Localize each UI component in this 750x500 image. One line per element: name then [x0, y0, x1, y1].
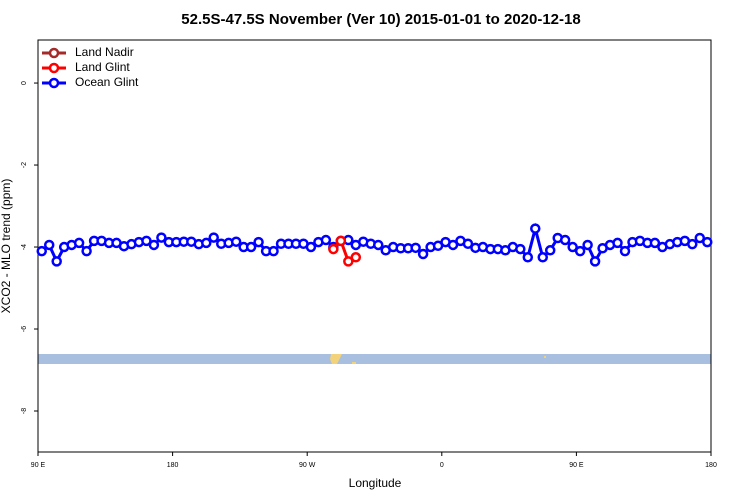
data-point	[73, 237, 85, 249]
data-point	[530, 223, 541, 234]
y-tick-label: -6	[21, 326, 28, 332]
data-point	[687, 238, 698, 250]
data-point	[36, 245, 47, 257]
land-patch	[330, 354, 342, 364]
x-tick-label: 90 W	[299, 462, 316, 469]
x-tick-label: 180	[167, 462, 179, 469]
data-point	[410, 242, 421, 254]
data-point	[559, 234, 571, 246]
data-point	[230, 236, 242, 247]
data-point	[43, 239, 55, 251]
data-point	[253, 236, 264, 248]
y-tick-label: 0	[21, 81, 28, 85]
x-tick-label: 0	[440, 462, 444, 469]
y-tick-label: -2	[21, 162, 28, 168]
y-axis-label: XCO2 - MLO trend (ppm)	[0, 179, 13, 314]
data-point	[515, 243, 526, 255]
data-point	[328, 243, 339, 255]
data-point	[343, 256, 354, 267]
data-point	[612, 237, 623, 249]
data-point	[417, 248, 429, 260]
data-point	[156, 232, 167, 243]
y-tick-label: -8	[21, 408, 28, 414]
x-tick-label: 180	[705, 462, 717, 469]
data-point	[335, 235, 347, 247]
data-point	[649, 237, 661, 249]
land-patch	[544, 356, 546, 358]
data-point	[320, 234, 332, 246]
legend-label: Land Nadir	[75, 45, 134, 59]
data-point	[350, 252, 362, 263]
data-point	[567, 241, 578, 253]
data-point	[694, 232, 706, 244]
data-point	[305, 241, 317, 253]
data-point	[372, 239, 384, 251]
land-patch	[352, 362, 356, 364]
data-point	[702, 236, 713, 248]
legend-marker	[48, 62, 60, 74]
chart-title: 52.5S-47.5S November (Ver 10) 2015-01-01…	[181, 11, 580, 28]
y-tick-label: -4	[21, 244, 28, 250]
data-point	[574, 245, 586, 257]
x-tick-label: 90 E	[569, 462, 584, 469]
data-point	[582, 239, 593, 251]
legend-label: Ocean Glint	[75, 75, 139, 89]
data-point	[51, 256, 62, 267]
data-point	[201, 237, 212, 249]
data-point	[268, 245, 279, 257]
x-tick-label: 90 E	[31, 462, 46, 469]
data-point	[447, 239, 459, 251]
data-point	[462, 238, 474, 249]
data-point	[81, 245, 92, 257]
legend-label: Land Glint	[75, 60, 130, 74]
data-point	[589, 256, 601, 267]
map-strip	[38, 354, 711, 364]
legend-marker	[48, 77, 60, 89]
data-point	[245, 241, 257, 253]
plot-frame	[37, 39, 712, 453]
data-point	[522, 252, 534, 263]
data-point	[141, 235, 152, 247]
legend-marker	[48, 47, 60, 59]
data-point	[208, 232, 219, 243]
data-point	[148, 239, 160, 251]
data-point	[544, 245, 556, 256]
data-point	[619, 245, 631, 257]
x-axis-label: Longitude	[349, 476, 402, 490]
data-point	[537, 252, 548, 263]
